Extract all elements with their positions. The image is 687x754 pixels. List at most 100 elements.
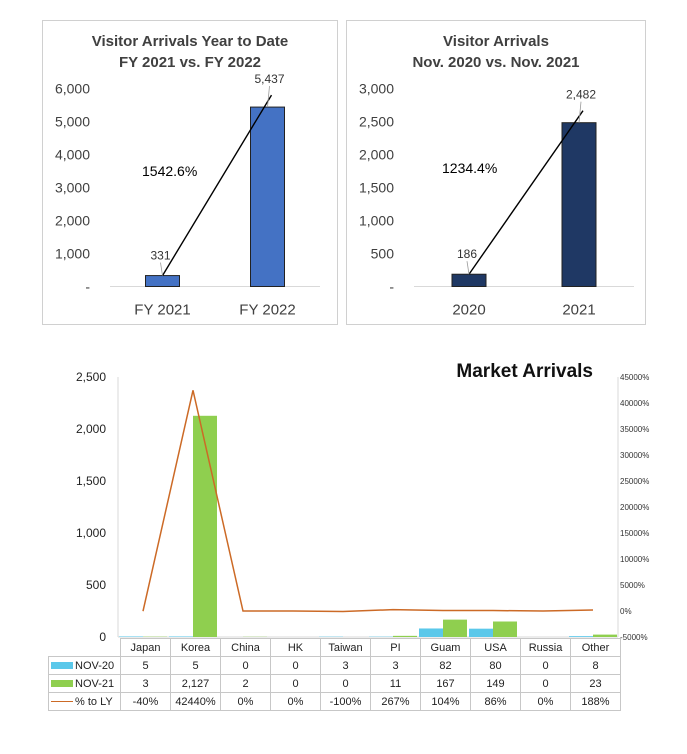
- category-label: China: [220, 638, 271, 657]
- data-label-leader: [578, 101, 582, 123]
- bar-nov20: [469, 628, 493, 637]
- x-tick-label: 2020: [452, 302, 485, 319]
- category-label: HK: [270, 638, 321, 657]
- y-tick-label: 2,000: [359, 147, 394, 163]
- bar-nov21: [493, 621, 517, 637]
- data-label-leader: [267, 86, 270, 108]
- ytd-chart-panel: Visitor Arrivals Year to Date FY 2021 vs.…: [42, 20, 338, 325]
- table-cell: 0%: [270, 692, 321, 711]
- x-tick-label: FY 2022: [239, 302, 295, 319]
- y2-tick-label: -5000%: [620, 633, 648, 641]
- y-tick-label: 3,000: [55, 180, 90, 196]
- table-row: NOV-20 5 5 0 0 3 3 82 80 0 8: [48, 656, 621, 675]
- table-cell: 0: [320, 674, 371, 693]
- bar-value-label: 5,437: [254, 72, 284, 86]
- data-label-leader: [466, 261, 470, 275]
- table-cell: 5: [120, 656, 171, 675]
- table-cell: 0%: [220, 692, 271, 711]
- x-tick-label: 2021: [562, 302, 595, 319]
- chart-title: Visitor Arrivals: [443, 33, 549, 50]
- market-data-table: Japan Korea China HK Taiwan PI Guam USA Russia Ot…: [48, 638, 621, 711]
- table-cell: 2: [220, 674, 271, 693]
- series-legend-cell: NOV-21: [48, 674, 121, 693]
- legend-swatch: [51, 662, 73, 670]
- table-cell: 149: [470, 674, 521, 693]
- y-tick-label: 500: [371, 246, 395, 262]
- bar: [250, 106, 285, 288]
- chart-background: [40, 341, 665, 641]
- category-label: Korea: [170, 638, 221, 657]
- bar-nov20: [419, 628, 443, 637]
- bar-value-label: 186: [457, 247, 477, 261]
- y-tick-label: 1,500: [76, 474, 106, 488]
- y-tick-label: 4,000: [55, 147, 90, 163]
- bar-nov21: [443, 619, 467, 637]
- pct-to-ly-line: [142, 390, 594, 613]
- y2-tick-label: 25000%: [620, 477, 649, 486]
- legend-swatch: [51, 680, 73, 688]
- bar-value-label: 331: [150, 249, 170, 263]
- table-cell: 23: [570, 674, 621, 693]
- data-label-leader: [160, 262, 163, 276]
- table-cell: 82: [420, 656, 471, 675]
- series-name: NOV-21: [75, 677, 115, 690]
- category-label: Guam: [420, 638, 471, 657]
- table-cell: -40%: [120, 692, 171, 711]
- bar-value-label: 2,482: [566, 88, 596, 102]
- chart-title: Visitor Arrivals Year to Date: [92, 33, 289, 50]
- y2-tick-label: 10000%: [620, 555, 649, 564]
- table-cell: 0: [270, 674, 321, 693]
- y2-tick-label: 0%: [620, 607, 632, 616]
- series-legend-cell: % to LY: [48, 692, 121, 711]
- y2-tick-label: 15000%: [620, 529, 649, 538]
- category-label: Taiwan: [320, 638, 371, 657]
- bar: [145, 275, 180, 287]
- series-legend-cell: NOV-20: [48, 656, 121, 675]
- market-arrivals-panel: Market Arrivals 0 500 1,000 1,500 2,000 2,500-…: [40, 341, 665, 747]
- chart-subtitle: Nov. 2020 vs. Nov. 2021: [412, 54, 579, 71]
- bar-nov20: [569, 636, 593, 637]
- table-cell: 2,127: [170, 674, 221, 693]
- y2-tick-label: 45000%: [620, 373, 649, 382]
- table-cell: 0: [270, 656, 321, 675]
- bar: [561, 122, 597, 287]
- category-label: PI: [370, 638, 421, 657]
- y-tick-label: 3,000: [359, 81, 394, 97]
- table-cell: 167: [420, 674, 471, 693]
- bar-nov21: [193, 415, 217, 637]
- y-tick-label: 2,000: [55, 213, 90, 229]
- y-tick-label: 0: [99, 630, 106, 641]
- trend-line: [161, 94, 273, 276]
- y-tick-label: 5,000: [55, 114, 90, 130]
- y-tick-label: 1,000: [76, 526, 106, 540]
- chart-border: [42, 20, 338, 325]
- table-cell: 188%: [570, 692, 621, 711]
- y-tick-label: 1,000: [55, 246, 90, 262]
- nov-chart: Visitor Arrivals Nov. 2020 vs. Nov. 2021 -…: [346, 20, 646, 325]
- chart-subtitle: FY 2021 vs. FY 2022: [119, 54, 261, 71]
- table-cell: 0: [220, 656, 271, 675]
- y-tick-label: 1,000: [359, 213, 394, 229]
- table-cell: 3: [320, 656, 371, 675]
- y-tick-label: 1,500: [359, 180, 394, 196]
- bar-nov21: [593, 634, 617, 637]
- series-name: % to LY: [75, 695, 113, 708]
- bar-nov21: [393, 635, 417, 637]
- table-cell: 104%: [420, 692, 471, 711]
- table-cell: 8: [570, 656, 621, 675]
- percent-change-annotation: 1234.4%: [442, 160, 497, 176]
- y-tick-label: 500: [86, 578, 106, 592]
- x-tick-label: FY 2021: [134, 302, 190, 319]
- category-label: Japan: [120, 638, 171, 657]
- table-header-row: Japan Korea China HK Taiwan PI Guam USA Russia Ot…: [48, 638, 621, 657]
- ytd-chart: Visitor Arrivals Year to Date FY 2021 vs.…: [42, 20, 338, 325]
- bar-nov20: [169, 636, 193, 637]
- category-label: USA: [470, 638, 521, 657]
- category-label: Russia: [520, 638, 571, 657]
- y-tick-label: -: [85, 279, 90, 295]
- nov-chart-panel: Visitor Arrivals Nov. 2020 vs. Nov. 2021 -…: [346, 20, 646, 325]
- y2-tick-label: 40000%: [620, 399, 649, 408]
- trend-line: [468, 110, 584, 275]
- table-cell: 0%: [520, 692, 571, 711]
- table-cell: 80: [470, 656, 521, 675]
